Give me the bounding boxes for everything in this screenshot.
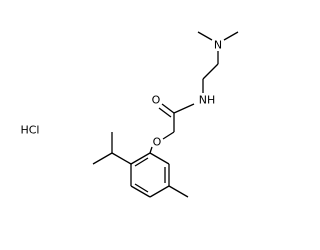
- bond: [92, 152, 113, 165]
- atom-label: N: [214, 39, 222, 52]
- bond: [202, 63, 219, 80]
- bond: [162, 131, 175, 140]
- bond: [158, 107, 172, 118]
- bond: [134, 183, 149, 193]
- bond: [149, 185, 170, 198]
- bond: [134, 157, 149, 167]
- atom-label: O: [153, 136, 162, 149]
- structure-diagram: N O NH O HCl: [20, 31, 239, 198]
- bond: [161, 103, 175, 114]
- atom-label: O: [152, 94, 161, 107]
- bond: [111, 152, 132, 165]
- bond: [197, 31, 213, 41]
- page: {"atoms": [{"label": "N"}, {"label": "O"…: [20, 31, 239, 198]
- bonds: [92, 31, 239, 198]
- bond: [130, 185, 151, 198]
- bond: [149, 152, 170, 165]
- bond: [173, 103, 195, 114]
- atom-label: NH: [199, 94, 216, 107]
- bond: [130, 152, 151, 165]
- bond: [223, 31, 239, 41]
- bond: [168, 185, 189, 198]
- salt-label: HCl: [20, 124, 39, 137]
- bond: [149, 146, 153, 154]
